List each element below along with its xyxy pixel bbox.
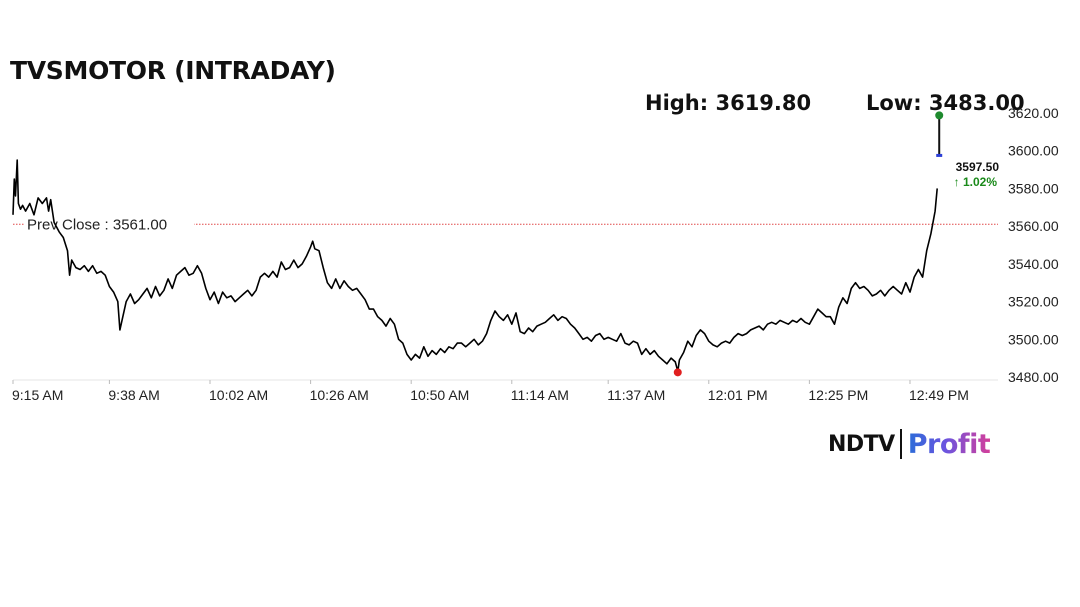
y-tick-label: 3560.00 [1008,218,1059,234]
x-axis: 9:15 AM 9:38 AM 10:02 AM 10:26 AM 10:50 AM 11… [12,379,998,403]
y-axis: 3480.00 3500.00 3520.00 3540.00 3560.00 3580.… [1008,105,1059,385]
low-value: Low: 3483.00 [866,91,1025,115]
y-tick-label: 3580.00 [1008,180,1059,196]
y-tick-label: 3480.00 [1008,369,1059,385]
plot-area [12,159,938,373]
x-tick-label: 10:02 AM [209,387,268,403]
ndtv-profit-logo: NDTV Profit [828,426,991,462]
y-tick-label: 3520.00 [1008,294,1059,310]
brand-profit: Profit [907,428,991,460]
brand-divider [899,429,902,459]
annotations: 3597.50↑ 1.02% [673,111,1000,377]
x-tick-label: 11:37 AM [607,387,665,403]
y-tick-label: 3620.00 [1008,105,1059,121]
low-marker [673,368,682,377]
x-tick-label: 9:38 AM [108,387,159,403]
x-tick-label: 10:50 AM [410,387,469,403]
brand-ndtv: NDTV [828,431,895,457]
high-value: High: 3619.80 [645,91,812,115]
page-title: TVSMOTOR (INTRADAY) [10,56,336,85]
x-tick-label: 10:26 AM [310,387,369,403]
prev-close-label: Prev Close : 3561.00 [27,216,167,233]
x-tick-label: 12:25 PM [808,387,868,403]
x-tick-label: 9:15 AM [12,387,63,403]
change-percent-label: ↑ 1.02% [954,175,998,189]
y-tick-label: 3600.00 [1008,143,1059,159]
x-tick-label: 12:01 PM [708,387,768,403]
y-tick-label: 3500.00 [1008,331,1059,347]
reference-lines: Prev Close : 3561.00 [13,214,998,233]
x-tick-label: 11:14 AM [511,387,569,403]
high-marker [935,111,944,120]
x-tick-label: 12:49 PM [909,387,969,403]
price-series-line [12,159,938,373]
prev-close-label-bg [24,214,194,233]
last-price-label: 3597.50 [956,160,1000,174]
y-tick-label: 3540.00 [1008,256,1059,272]
